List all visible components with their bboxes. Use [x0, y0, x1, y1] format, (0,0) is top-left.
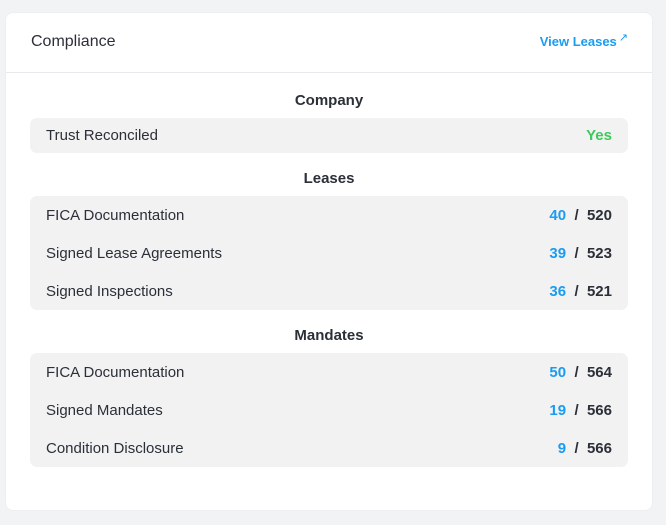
total-value: 521: [586, 282, 612, 300]
count-value[interactable]: 50: [549, 363, 567, 381]
total-value: 566: [586, 439, 612, 457]
count-value[interactable]: 9: [557, 439, 567, 457]
separator: /: [570, 439, 583, 457]
separator: /: [570, 363, 583, 381]
row-value: 19 / 566: [549, 402, 612, 419]
row-label: FICA Documentation: [46, 363, 185, 381]
company-group: Trust Reconciled Yes: [30, 118, 628, 153]
total-value: 564: [586, 363, 612, 381]
list-item: Signed Inspections 36 / 521: [46, 272, 612, 310]
row-value: 40 / 520: [549, 207, 612, 224]
row-label: Trust Reconciled: [46, 127, 158, 144]
status-value: Yes: [586, 127, 612, 144]
row-label: Signed Mandates: [46, 401, 163, 419]
count-value[interactable]: 36: [549, 282, 567, 300]
list-item: FICA Documentation 50 / 564: [46, 353, 612, 391]
external-link-icon: ↗: [618, 32, 628, 44]
card-header: Compliance View Leases ↗: [6, 13, 652, 73]
count-value[interactable]: 19: [549, 401, 567, 419]
separator: /: [570, 206, 583, 224]
row-label: Condition Disclosure: [46, 439, 184, 457]
row-label: FICA Documentation: [46, 206, 185, 224]
separator: /: [570, 401, 583, 419]
row-label: Signed Inspections: [46, 282, 173, 300]
card-title: Compliance: [31, 32, 116, 50]
view-leases-label: View Leases: [539, 34, 617, 49]
count-value[interactable]: 39: [549, 244, 567, 262]
leases-group: FICA Documentation 40 / 520 Signed Lease…: [30, 196, 628, 310]
view-leases-link[interactable]: View Leases ↗: [539, 32, 628, 49]
row-value: 50 / 564: [549, 364, 612, 381]
separator: /: [570, 244, 583, 262]
list-item: Trust Reconciled Yes: [46, 118, 612, 153]
compliance-card: Compliance View Leases ↗ Company Trust R…: [6, 13, 652, 510]
row-value: 36 / 521: [549, 283, 612, 300]
row-value: 39 / 523: [549, 245, 612, 262]
count-value[interactable]: 40: [549, 206, 567, 224]
section-title-leases: Leases: [303, 170, 355, 187]
row-label: Signed Lease Agreements: [46, 244, 222, 262]
total-value: 523: [586, 244, 612, 262]
list-item: FICA Documentation 40 / 520: [46, 196, 612, 234]
list-item: Signed Lease Agreements 39 / 523: [46, 234, 612, 272]
list-item: Signed Mandates 19 / 566: [46, 391, 612, 429]
card-body: Company Trust Reconciled Yes Leases FICA…: [6, 73, 652, 467]
section-title-mandates: Mandates: [294, 327, 364, 344]
section-title-company: Company: [294, 92, 364, 109]
mandates-group: FICA Documentation 50 / 564 Signed Manda…: [30, 353, 628, 467]
list-item: Condition Disclosure 9 / 566: [46, 429, 612, 467]
separator: /: [570, 282, 583, 300]
total-value: 566: [586, 401, 612, 419]
total-value: 520: [586, 206, 612, 224]
row-value: 9 / 566: [558, 440, 612, 457]
